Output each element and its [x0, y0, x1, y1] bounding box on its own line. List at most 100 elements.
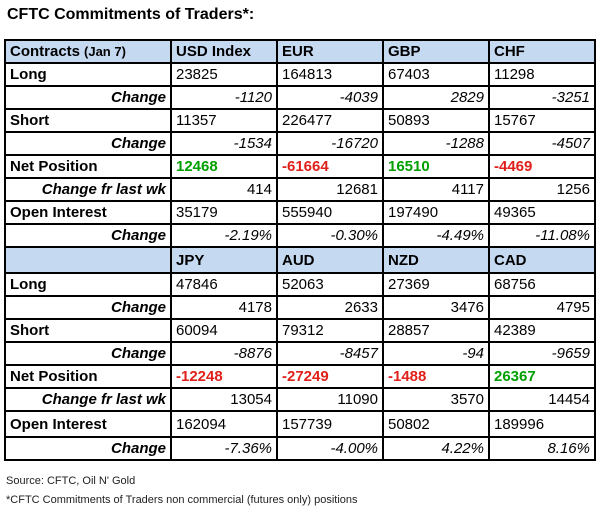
table-row-net-change: Change fr last wk 13054 11090 3570 14454 [4, 387, 596, 412]
cell: 3476 [382, 295, 490, 320]
cell: 2829 [382, 85, 490, 110]
table-row-long-change: Change -1120 -4039 2829 -3251 [4, 85, 596, 110]
cell: 11090 [276, 387, 384, 412]
page-title: CFTC Commitments of Traders*: [7, 6, 255, 23]
row-label: Long [4, 272, 172, 297]
cell: 3570 [382, 387, 490, 412]
row-label: Short [4, 108, 172, 133]
cell: 11357 [170, 108, 278, 133]
cell: 4.22% [382, 436, 490, 461]
cell: -3251 [488, 85, 596, 110]
cell: 1256 [488, 177, 596, 202]
header-cell: USD Index [170, 39, 278, 64]
cell: -16720 [276, 131, 384, 156]
cell: 35179 [170, 200, 278, 225]
cell: -4.00% [276, 436, 384, 461]
cell: -0.30% [276, 223, 384, 248]
cell: -11.08% [488, 223, 596, 248]
header-cell: GBP [382, 39, 490, 64]
cell: -94 [382, 341, 490, 366]
cell: 226477 [276, 108, 384, 133]
row-label: Change [4, 341, 172, 366]
header-cell: AUD [276, 246, 384, 274]
table-row-short-change: Change -8876 -8457 -94 -9659 [4, 341, 596, 366]
cell: -4507 [488, 131, 596, 156]
header-row-2: JPY AUD NZD CAD [4, 246, 596, 274]
cell: -1534 [170, 131, 278, 156]
cell: 42389 [488, 318, 596, 343]
row-label: Change [4, 131, 172, 156]
cell: 11298 [488, 62, 596, 87]
cell: 50893 [382, 108, 490, 133]
table-row-open-interest: Open Interest 35179 555940 197490 49365 [4, 200, 596, 225]
row-label: Change [4, 223, 172, 248]
header-cell: JPY [170, 246, 278, 274]
row-label: Net Position [4, 154, 172, 179]
net-position-value: 12468 [170, 154, 278, 179]
row-label: Change [4, 85, 172, 110]
cell: 50802 [382, 410, 490, 438]
cell: 4117 [382, 177, 490, 202]
net-position-value: 16510 [382, 154, 490, 179]
header-date: (Jan 7) [84, 44, 126, 59]
cell: -1120 [170, 85, 278, 110]
cell: 197490 [382, 200, 490, 225]
cell: -9659 [488, 341, 596, 366]
cell: 23825 [170, 62, 278, 87]
row-label: Change [4, 436, 172, 461]
cell: 414 [170, 177, 278, 202]
cell: -4.49% [382, 223, 490, 248]
cell: 2633 [276, 295, 384, 320]
cell: 555940 [276, 200, 384, 225]
net-position-value: -1488 [382, 364, 490, 389]
table-row-net-position: Net Position 12468 -61664 16510 -4469 [4, 154, 596, 179]
row-label: Net Position [4, 364, 172, 389]
cell: 67403 [382, 62, 490, 87]
row-label: Change fr last wk [4, 387, 172, 412]
cell: 14454 [488, 387, 596, 412]
cell: 8.16% [488, 436, 596, 461]
row-label: Short [4, 318, 172, 343]
cell: -8457 [276, 341, 384, 366]
table-row-long-change: Change 4178 2633 3476 4795 [4, 295, 596, 320]
net-position-value: -12248 [170, 364, 278, 389]
header-cell: CHF [488, 39, 596, 64]
cell: 12681 [276, 177, 384, 202]
cell: 47846 [170, 272, 278, 297]
cell: 164813 [276, 62, 384, 87]
table-row-open-interest: Open Interest 162094 157739 50802 189996 [4, 410, 596, 438]
table-row-oi-change: Change -2.19% -0.30% -4.49% -11.08% [4, 223, 596, 248]
cftc-table: Contracts (Jan 7) USD Index EUR GBP CHF L… [4, 39, 596, 461]
row-label: Open Interest [4, 410, 172, 438]
header-contracts: Contracts (Jan 7) [4, 39, 172, 64]
net-position-value: -4469 [488, 154, 596, 179]
cell: 4795 [488, 295, 596, 320]
table-row-long: Long 23825 164813 67403 11298 [4, 62, 596, 87]
header-blank [4, 246, 172, 274]
header-cell: EUR [276, 39, 384, 64]
table-row-oi-change: Change -7.36% -4.00% 4.22% 8.16% [4, 436, 596, 461]
cell: -4039 [276, 85, 384, 110]
source-note: Source: CFTC, Oil N' Gold [6, 475, 136, 487]
cell: 28857 [382, 318, 490, 343]
row-label: Change [4, 295, 172, 320]
cell: 68756 [488, 272, 596, 297]
row-label: Open Interest [4, 200, 172, 225]
cell: 189996 [488, 410, 596, 438]
net-position-value: -61664 [276, 154, 384, 179]
footnote: *CFTC Commitments of Traders non commerc… [6, 494, 358, 506]
row-label: Change fr last wk [4, 177, 172, 202]
cell: 79312 [276, 318, 384, 343]
table-row-net-position: Net Position -12248 -27249 -1488 26367 [4, 364, 596, 389]
table-row-short: Short 11357 226477 50893 15767 [4, 108, 596, 133]
cell: 60094 [170, 318, 278, 343]
cell: 157739 [276, 410, 384, 438]
cell: 15767 [488, 108, 596, 133]
header-cell: NZD [382, 246, 490, 274]
cell: 49365 [488, 200, 596, 225]
cell: -8876 [170, 341, 278, 366]
table-row-short-change: Change -1534 -16720 -1288 -4507 [4, 131, 596, 156]
table-row-net-change: Change fr last wk 414 12681 4117 1256 [4, 177, 596, 202]
net-position-value: 26367 [488, 364, 596, 389]
row-label: Long [4, 62, 172, 87]
